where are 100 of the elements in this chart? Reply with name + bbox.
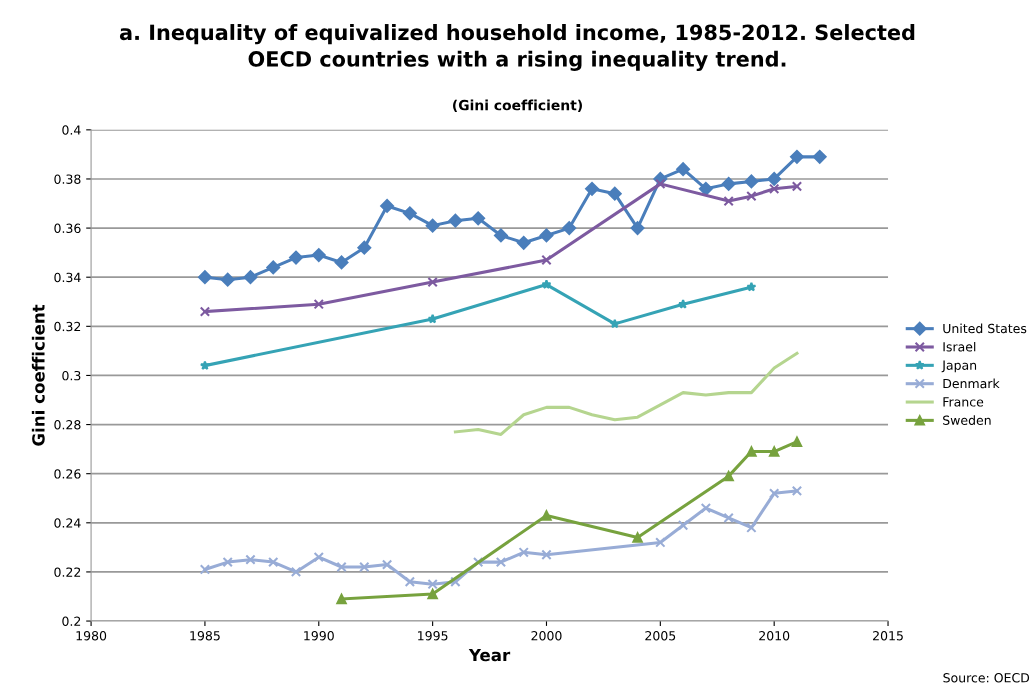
point <box>700 502 712 514</box>
point <box>199 360 210 371</box>
point <box>334 255 349 270</box>
y-tick-label: 0.28 <box>54 420 81 430</box>
y-tick-label: 0.3 <box>62 370 81 381</box>
point <box>450 576 461 587</box>
point <box>427 276 438 288</box>
point <box>199 564 211 575</box>
x-tick-label: 1990 <box>304 630 334 641</box>
point <box>290 566 302 578</box>
point <box>607 186 622 201</box>
point <box>768 183 780 194</box>
point <box>676 162 691 177</box>
legend-label: United States <box>943 323 1027 334</box>
point <box>448 213 463 228</box>
point <box>655 178 666 190</box>
y-tick-label: 0.38 <box>54 174 81 184</box>
point <box>812 149 827 164</box>
y-tick-label: 0.2 <box>62 616 81 626</box>
point <box>744 174 759 189</box>
point <box>791 181 803 192</box>
point <box>289 250 303 265</box>
point <box>541 279 552 289</box>
point <box>768 488 780 499</box>
point <box>746 522 757 533</box>
point <box>245 554 256 565</box>
point <box>632 532 643 543</box>
point <box>199 306 211 317</box>
point <box>630 221 645 236</box>
y-axis-title: Gini coefficient <box>31 304 45 446</box>
point <box>494 228 508 243</box>
x-tick-label: 1985 <box>190 630 220 641</box>
point <box>791 485 803 497</box>
point <box>313 551 324 563</box>
point <box>768 446 780 457</box>
point <box>746 190 757 202</box>
point <box>427 579 438 590</box>
point <box>359 561 370 573</box>
point <box>746 446 757 457</box>
x-axis-title: Year <box>468 648 511 662</box>
point <box>198 270 212 285</box>
point <box>311 248 326 263</box>
x-tick-label: 1995 <box>418 630 448 641</box>
point <box>677 520 689 531</box>
x-tick-label: 2000 <box>531 630 562 641</box>
legend-label: Denmark <box>943 378 1000 389</box>
x-tick-label: 2015 <box>873 630 903 641</box>
point <box>767 172 782 186</box>
point <box>266 260 281 275</box>
y-tick-label: 0.4 <box>62 125 81 135</box>
point <box>243 270 258 285</box>
legend-label: France <box>943 397 984 407</box>
legend-label: Japan <box>941 360 977 373</box>
point <box>268 556 279 568</box>
point <box>518 547 529 558</box>
point <box>472 556 484 568</box>
point <box>585 181 599 196</box>
point <box>790 149 804 164</box>
point <box>723 195 734 207</box>
source-note: Source: OECD <box>943 673 1030 683</box>
y-tick-label: 0.22 <box>54 567 81 577</box>
point <box>516 235 531 250</box>
legend-label: Sweden <box>943 415 991 425</box>
point <box>220 272 235 287</box>
point <box>313 299 324 310</box>
point <box>541 549 552 560</box>
point <box>539 228 554 243</box>
legend-label: Israel <box>943 341 976 352</box>
point <box>562 221 577 236</box>
point <box>541 510 552 521</box>
point <box>655 537 666 548</box>
point <box>471 211 486 226</box>
point <box>380 199 395 213</box>
point <box>402 206 417 221</box>
x-tick-label: 1980 <box>76 630 107 641</box>
point <box>336 561 347 573</box>
point <box>723 470 734 482</box>
point <box>336 593 347 605</box>
chart-subtitle: (Gini coefficient) <box>453 99 582 112</box>
chart-title: a. Inequality of equivalized household income, 1985-2012. Selected OECD countries with a rising inequality trend. <box>119 24 915 72</box>
point <box>404 576 416 587</box>
point <box>222 556 233 568</box>
point <box>381 559 393 570</box>
point <box>698 181 713 196</box>
line-series <box>453 351 799 436</box>
y-tick-label: 0.26 <box>54 469 81 479</box>
point <box>427 588 438 600</box>
y-tick-label: 0.34 <box>54 272 81 283</box>
point <box>723 512 734 524</box>
point <box>427 313 438 324</box>
point <box>746 281 757 292</box>
point <box>541 254 552 266</box>
y-tick-label: 0.24 <box>54 518 81 528</box>
point <box>357 240 372 255</box>
y-tick-label: 0.32 <box>54 321 81 332</box>
point <box>609 318 620 329</box>
point <box>425 218 440 233</box>
point <box>721 176 736 191</box>
y-tick-label: 0.36 <box>54 223 81 234</box>
point <box>791 436 803 447</box>
